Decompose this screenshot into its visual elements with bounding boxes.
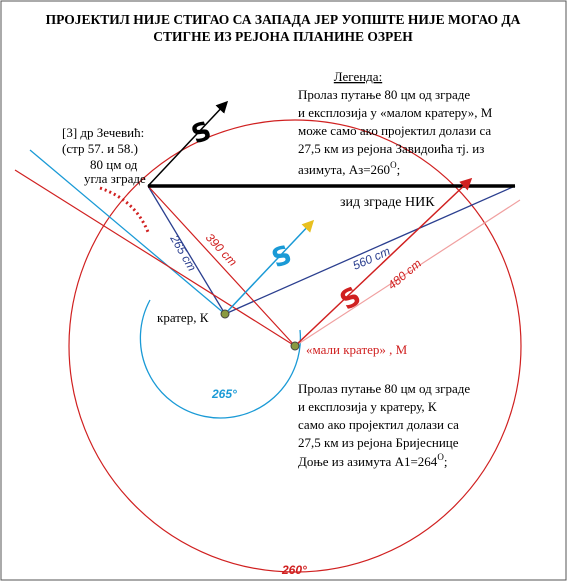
legend-line: 27,5 км из рејона Завидоића тј. из bbox=[298, 141, 484, 156]
crater-m-label: «мали кратер» , М bbox=[306, 342, 408, 357]
red-line bbox=[147, 185, 296, 347]
legend-line: Пролаз путање 80 цм од зграде bbox=[298, 87, 470, 102]
legend-line: азимута, Аз=260O; bbox=[298, 160, 400, 177]
angle-label: 265° bbox=[211, 387, 237, 401]
red-circle bbox=[68, 119, 522, 573]
note-end: ; bbox=[444, 454, 448, 469]
legend-text: азимута, Аз=260 bbox=[298, 162, 390, 177]
dotted-curve bbox=[99, 186, 150, 233]
black-arrow bbox=[147, 100, 229, 187]
note-text: Доње из азимута А1=264 bbox=[298, 454, 438, 469]
legend-line: и експлозија у «малом кратеру», М bbox=[298, 105, 493, 120]
legend-heading: Легенда: bbox=[334, 69, 382, 84]
pink-line bbox=[294, 199, 521, 347]
title: ПРОЈЕКТИЛ НИЈЕ СТИГАО СА ЗАПАДА ЈЕР УОПШ… bbox=[46, 12, 521, 27]
legend-end: ; bbox=[397, 162, 401, 177]
reference: угла зграде bbox=[84, 171, 146, 186]
red-arrow bbox=[294, 177, 473, 347]
crater-m bbox=[290, 341, 300, 351]
legend-line: може само ако пројектил долази са bbox=[298, 123, 491, 138]
note-line: и експлозија у кратеру, К bbox=[298, 399, 437, 414]
crater-k-label: кратер, К bbox=[157, 310, 209, 325]
reference: [3] др Зечевић: bbox=[62, 125, 144, 140]
note-line: Пролаз путање 80 цм од зграде bbox=[298, 381, 470, 396]
blue-arc bbox=[139, 299, 302, 419]
note-line: 27,5 км из рејона Бријеснице bbox=[298, 435, 459, 450]
title: СТИГНЕ ИЗ РЕЈОНА ПЛАНИНЕ ОЗРЕН bbox=[153, 29, 413, 44]
crater-k bbox=[220, 309, 230, 319]
note-sup: O bbox=[437, 452, 444, 462]
note-line: само ако пројектил долази са bbox=[298, 417, 459, 432]
reference: (стр 57. и 58.) bbox=[62, 141, 138, 156]
legend-sup: O bbox=[390, 160, 397, 170]
reference: 80 цм од bbox=[90, 157, 138, 172]
navy-line bbox=[224, 185, 516, 315]
navy-line bbox=[147, 185, 226, 315]
blue-line bbox=[29, 149, 226, 315]
blue-arrow bbox=[224, 219, 315, 315]
angle-label: 260° bbox=[281, 563, 307, 577]
geometry bbox=[14, 100, 522, 573]
wall-label: зид зграде НИК bbox=[340, 195, 435, 210]
red-line bbox=[14, 169, 296, 347]
note-line: Доње из азимута А1=264O; bbox=[298, 452, 447, 469]
